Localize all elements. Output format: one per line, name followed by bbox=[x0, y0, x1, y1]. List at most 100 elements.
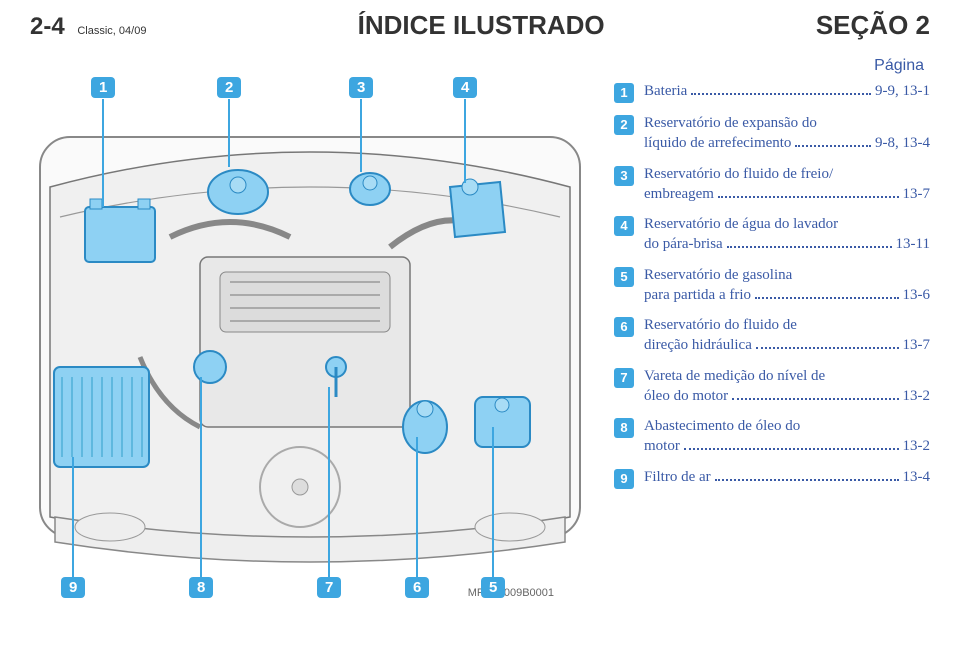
index-list: Página 1 Bateria 9-9, 13-1 2 Reservatório de… bbox=[590, 57, 930, 617]
diagram-callout-line bbox=[416, 437, 418, 577]
index-item: 1 Bateria 9-9, 13-1 bbox=[614, 81, 930, 103]
index-item-last-row: óleo do motor 13-2 bbox=[644, 386, 930, 406]
index-item-body: Filtro de ar 13-4 bbox=[644, 467, 930, 487]
code: 2-4 bbox=[30, 13, 65, 40]
diagram-callout-label: 1 bbox=[91, 77, 115, 98]
index-item-label: motor bbox=[644, 436, 680, 456]
index-item: 4 Reservatório de água do lavadordo pára-… bbox=[614, 214, 930, 255]
leader-dots bbox=[732, 398, 898, 400]
index-item-page: 13-2 bbox=[903, 386, 931, 406]
diagram-callout-label: 8 bbox=[189, 577, 213, 598]
leader-dots bbox=[718, 196, 899, 198]
diagram-callout-label: 9 bbox=[61, 577, 85, 598]
index-num-badge: 1 bbox=[614, 83, 634, 103]
index-item-page: 13-7 bbox=[903, 184, 931, 204]
index-item-label: óleo do motor bbox=[644, 386, 728, 406]
index-num-badge: 3 bbox=[614, 166, 634, 186]
index-item: 9 Filtro de ar 13-4 bbox=[614, 467, 930, 489]
index-item-line: Reservatório de gasolina bbox=[644, 265, 930, 285]
index-num-badge: 6 bbox=[614, 317, 634, 337]
index-num-badge: 8 bbox=[614, 418, 634, 438]
index-item-label: Bateria bbox=[644, 81, 687, 101]
index-item-line: Reservatório do fluido de freio/ bbox=[644, 164, 930, 184]
index-item-body: Reservatório do fluido dedireção hidrául… bbox=[644, 315, 930, 356]
diagram-callout-label: 6 bbox=[405, 577, 429, 598]
index-item-label: do pára-brisa bbox=[644, 234, 723, 254]
index-item-label: direção hidráulica bbox=[644, 335, 752, 355]
index-num-badge: 4 bbox=[614, 216, 634, 236]
index-item-label: embreagem bbox=[644, 184, 714, 204]
index-item-body: Reservatório de gasolinapara partida a f… bbox=[644, 265, 930, 306]
leader-dots bbox=[756, 347, 899, 349]
index-item-body: Vareta de medição do nível deóleo do mot… bbox=[644, 366, 930, 407]
index-item-last-row: motor 13-2 bbox=[644, 436, 930, 456]
diagram-callout-line bbox=[360, 99, 362, 172]
index-item-last-row: líquido de arrefecimento 9-8, 13-4 bbox=[644, 133, 930, 153]
index-item: 7 Vareta de medição do nível deóleo do mo… bbox=[614, 366, 930, 407]
leader-dots bbox=[795, 145, 871, 147]
index-num-badge: 5 bbox=[614, 267, 634, 287]
diagram-callout-label: 3 bbox=[349, 77, 373, 98]
index-item-line: Abastecimento de óleo do bbox=[644, 416, 930, 436]
index-num-badge: 9 bbox=[614, 469, 634, 489]
index-item-label: Filtro de ar bbox=[644, 467, 711, 487]
index-item-body: Reservatório do fluido de freio/embreage… bbox=[644, 164, 930, 205]
code-suffix: Classic, 04/09 bbox=[77, 25, 146, 37]
index-item: 5 Reservatório de gasolinapara partida a … bbox=[614, 265, 930, 306]
index-item: 6 Reservatório do fluido dedireção hidráu… bbox=[614, 315, 930, 356]
diagram-callout-label: 2 bbox=[217, 77, 241, 98]
index-item-last-row: para partida a frio 13-6 bbox=[644, 285, 930, 305]
page-code: 2-4 Classic, 04/09 bbox=[30, 13, 146, 41]
index-item-label: para partida a frio bbox=[644, 285, 751, 305]
index-item-body: Abastecimento de óleo domotor 13-2 bbox=[644, 416, 930, 457]
section-label: SEÇÃO 2 bbox=[816, 10, 930, 41]
index-item-page: 13-2 bbox=[903, 436, 931, 456]
index-num-badge: 7 bbox=[614, 368, 634, 388]
index-item-last-row: embreagem 13-7 bbox=[644, 184, 930, 204]
index-item-last-row: do pára-brisa 13-11 bbox=[644, 234, 930, 254]
engine-svg bbox=[30, 57, 590, 617]
page-column-label: Página bbox=[614, 57, 924, 75]
content-area: MPS42009B0001 123498765 Página 1Bateria9… bbox=[0, 47, 960, 617]
page-header: 2-4 Classic, 04/09 ÍNDICE ILUSTRADO SEÇÃ… bbox=[0, 0, 960, 47]
index-item-last-row: direção hidráulica 13-7 bbox=[644, 335, 930, 355]
diagram-callout-line bbox=[492, 427, 494, 577]
diagram-callout-line bbox=[464, 99, 466, 183]
index-item-body: Reservatório de expansão dolíquido de ar… bbox=[644, 113, 930, 154]
page-title: ÍNDICE ILUSTRADO bbox=[358, 10, 605, 41]
leader-dots bbox=[691, 93, 871, 95]
index-item-line: Reservatório de expansão do bbox=[644, 113, 930, 133]
diagram-callout-line bbox=[328, 387, 330, 577]
index-item-label: líquido de arrefecimento bbox=[644, 133, 791, 153]
index-item-body: Bateria 9-9, 13-1 bbox=[644, 81, 930, 101]
diagram-callout-line bbox=[102, 99, 104, 207]
index-item-last-row: Bateria 9-9, 13-1 bbox=[644, 81, 930, 101]
leader-dots bbox=[715, 479, 899, 481]
index-item: 8 Abastecimento de óleo domotor 13-2 bbox=[614, 416, 930, 457]
engine-diagram: MPS42009B0001 123498765 bbox=[30, 57, 590, 617]
diagram-callout-line bbox=[228, 99, 230, 167]
index-item-line: Reservatório de água do lavador bbox=[644, 214, 930, 234]
leader-dots bbox=[727, 246, 892, 248]
index-item: 2 Reservatório de expansão dolíquido de a… bbox=[614, 113, 930, 154]
diagram-callout-line bbox=[200, 377, 202, 577]
index-item-line: Vareta de medição do nível de bbox=[644, 366, 930, 386]
index-item-last-row: Filtro de ar 13-4 bbox=[644, 467, 930, 487]
diagram-callout-label: 4 bbox=[453, 77, 477, 98]
index-item-page: 13-4 bbox=[903, 467, 931, 487]
index-item: 3 Reservatório do fluido de freio/embreag… bbox=[614, 164, 930, 205]
index-items: 1 Bateria 9-9, 13-1 2 Reservatório de expans… bbox=[614, 81, 930, 489]
diagram-callout-label: 7 bbox=[317, 577, 341, 598]
index-item-line: Reservatório do fluido de bbox=[644, 315, 930, 335]
diagram-callout-label: 5 bbox=[481, 577, 505, 598]
index-item-body: Reservatório de água do lavadordo pára-b… bbox=[644, 214, 930, 255]
index-item-page: 13-7 bbox=[903, 335, 931, 355]
index-item-page: 13-11 bbox=[896, 234, 930, 254]
index-item-page: 9-8, 13-4 bbox=[875, 133, 930, 153]
leader-dots bbox=[755, 297, 898, 299]
index-num-badge: 2 bbox=[614, 115, 634, 135]
leader-dots bbox=[684, 448, 899, 450]
diagram-callout-line bbox=[72, 457, 74, 577]
index-item-page: 13-6 bbox=[903, 285, 931, 305]
index-item-page: 9-9, 13-1 bbox=[875, 81, 930, 101]
